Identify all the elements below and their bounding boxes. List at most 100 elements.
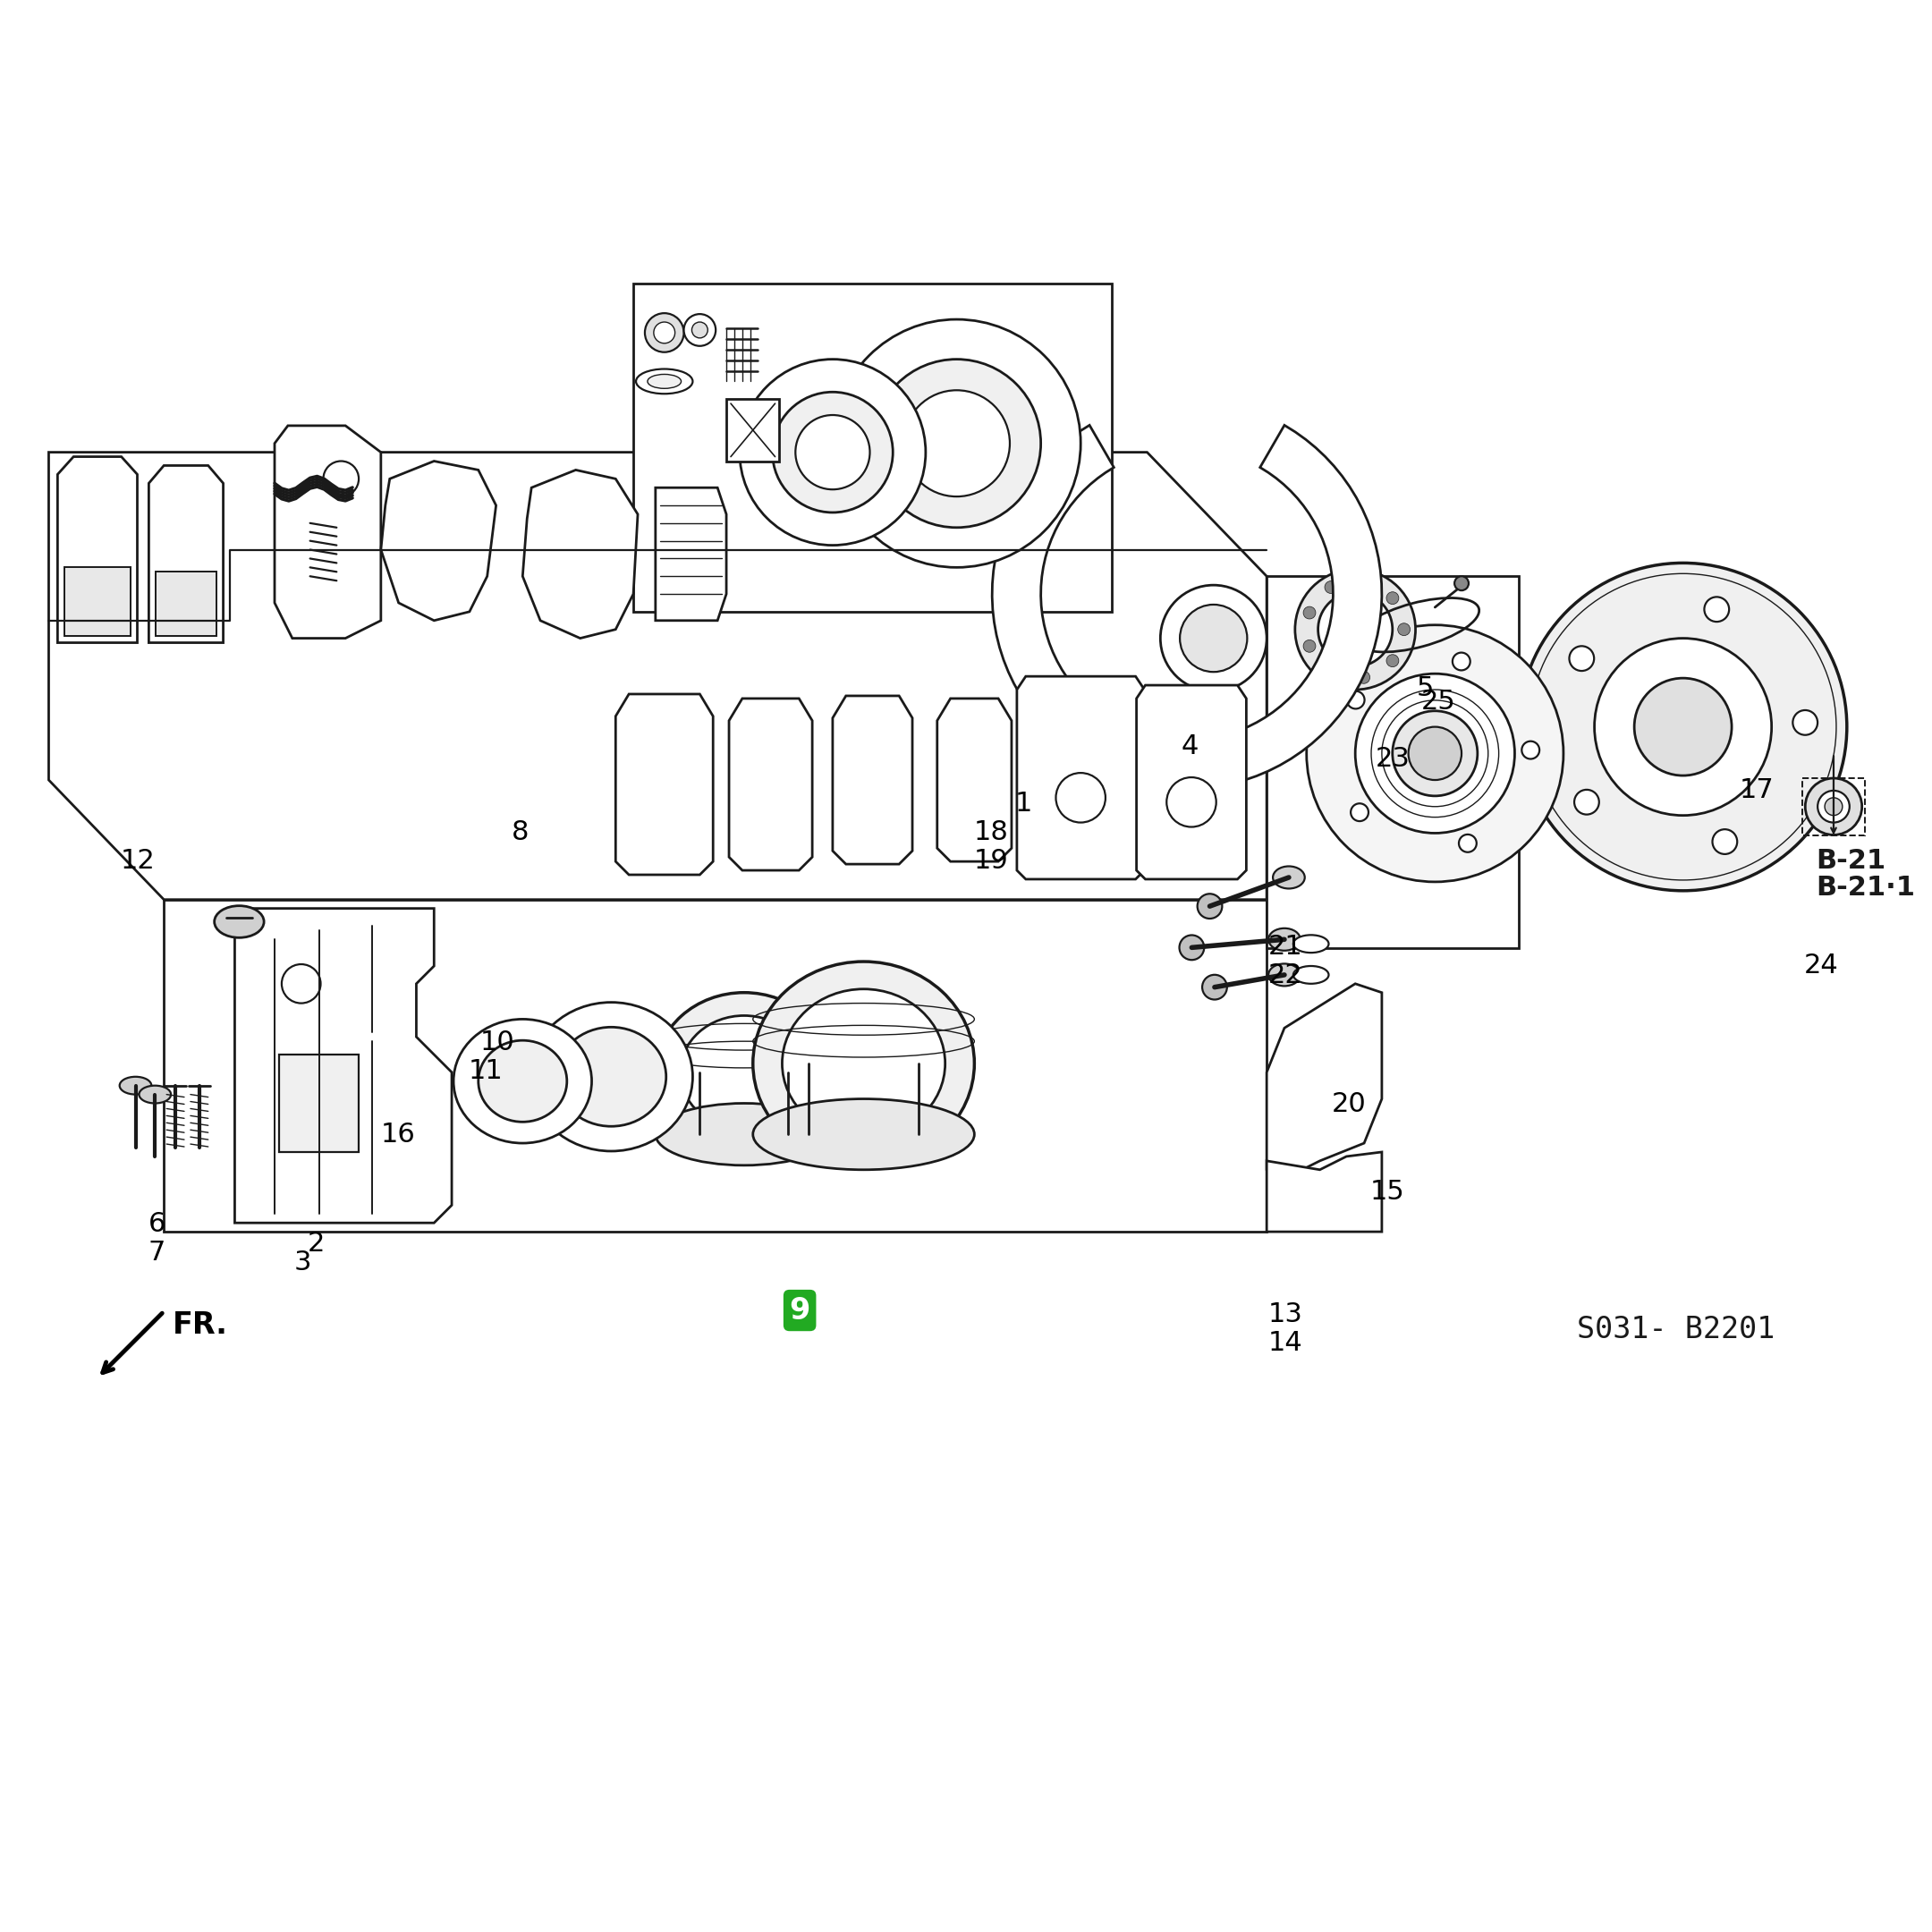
Ellipse shape [323, 462, 359, 497]
Ellipse shape [1519, 562, 1847, 891]
Ellipse shape [1306, 624, 1563, 881]
Text: 2: 2 [307, 1231, 325, 1256]
Polygon shape [58, 456, 137, 643]
Polygon shape [274, 425, 381, 638]
Ellipse shape [1387, 655, 1399, 667]
Text: 15: 15 [1370, 1179, 1405, 1206]
Ellipse shape [1198, 895, 1223, 918]
Text: 4: 4 [1180, 732, 1198, 759]
Ellipse shape [1269, 927, 1300, 951]
Polygon shape [726, 400, 779, 462]
Ellipse shape [1569, 645, 1594, 670]
Ellipse shape [529, 1003, 694, 1151]
Text: 23: 23 [1376, 746, 1410, 773]
Polygon shape [524, 469, 638, 638]
Ellipse shape [1824, 798, 1843, 815]
Ellipse shape [1294, 570, 1416, 690]
Text: 22: 22 [1269, 962, 1302, 989]
Polygon shape [234, 908, 452, 1223]
Polygon shape [937, 699, 1012, 862]
Polygon shape [1267, 1151, 1381, 1233]
Bar [634, 284, 1111, 612]
Text: 20: 20 [1331, 1092, 1366, 1117]
Ellipse shape [1575, 790, 1600, 815]
Polygon shape [833, 696, 912, 864]
Ellipse shape [1304, 607, 1316, 618]
Ellipse shape [1293, 935, 1329, 952]
Text: 19: 19 [974, 848, 1009, 873]
Ellipse shape [1180, 605, 1248, 672]
Ellipse shape [655, 1103, 833, 1165]
Ellipse shape [214, 906, 265, 937]
Text: B-21: B-21 [1816, 848, 1886, 873]
Polygon shape [1267, 983, 1381, 1179]
Ellipse shape [1354, 674, 1515, 833]
Ellipse shape [1793, 711, 1818, 734]
Polygon shape [993, 425, 1381, 788]
Ellipse shape [1818, 790, 1849, 823]
Ellipse shape [282, 964, 321, 1003]
Text: 11: 11 [469, 1059, 504, 1084]
Ellipse shape [782, 989, 945, 1138]
Polygon shape [64, 568, 129, 636]
Ellipse shape [454, 1020, 591, 1144]
Ellipse shape [1161, 585, 1267, 692]
Polygon shape [616, 694, 713, 875]
Polygon shape [1267, 576, 1519, 949]
Text: 13: 13 [1267, 1302, 1302, 1327]
Text: 1: 1 [1014, 790, 1032, 817]
Text: 9: 9 [790, 1296, 810, 1325]
Text: FR.: FR. [172, 1310, 228, 1339]
Ellipse shape [1634, 678, 1731, 775]
Ellipse shape [1347, 692, 1364, 709]
Text: 6: 6 [149, 1211, 166, 1236]
Ellipse shape [1202, 976, 1227, 999]
Ellipse shape [753, 1099, 974, 1169]
Polygon shape [1016, 676, 1144, 879]
Text: 16: 16 [381, 1121, 415, 1148]
Polygon shape [655, 487, 726, 620]
Text: 14: 14 [1269, 1329, 1302, 1356]
Ellipse shape [1594, 638, 1772, 815]
Ellipse shape [1358, 670, 1370, 684]
Ellipse shape [773, 392, 893, 512]
Ellipse shape [647, 375, 682, 388]
Text: 8: 8 [512, 819, 529, 844]
Ellipse shape [692, 323, 707, 338]
Text: B-21·1: B-21·1 [1816, 875, 1915, 900]
Text: 5: 5 [1416, 676, 1434, 701]
Ellipse shape [1712, 829, 1737, 854]
Ellipse shape [1293, 966, 1329, 983]
Text: 18: 18 [974, 819, 1009, 844]
Ellipse shape [479, 1041, 566, 1122]
Ellipse shape [556, 1028, 667, 1126]
Ellipse shape [1358, 576, 1370, 587]
Polygon shape [1136, 686, 1246, 879]
Ellipse shape [833, 319, 1080, 568]
Ellipse shape [1804, 779, 1862, 835]
Ellipse shape [796, 415, 869, 489]
Polygon shape [149, 466, 224, 643]
Ellipse shape [684, 315, 715, 346]
Ellipse shape [645, 313, 684, 352]
Polygon shape [156, 572, 216, 636]
Text: 24: 24 [1804, 952, 1839, 980]
Ellipse shape [1304, 639, 1316, 653]
Ellipse shape [1704, 597, 1729, 622]
Ellipse shape [1179, 935, 1204, 960]
Text: 25: 25 [1422, 690, 1457, 715]
Polygon shape [164, 900, 1267, 1233]
Ellipse shape [904, 390, 1010, 497]
Text: 3: 3 [294, 1250, 311, 1275]
Ellipse shape [1393, 711, 1478, 796]
Ellipse shape [1522, 742, 1540, 759]
Text: 12: 12 [120, 848, 155, 873]
Polygon shape [278, 1055, 359, 1151]
Ellipse shape [740, 359, 925, 545]
Ellipse shape [1459, 835, 1476, 852]
Text: 7: 7 [149, 1240, 166, 1265]
Ellipse shape [653, 323, 674, 344]
Text: 10: 10 [481, 1030, 514, 1055]
Bar [1803, 779, 1864, 837]
Ellipse shape [1408, 726, 1461, 781]
